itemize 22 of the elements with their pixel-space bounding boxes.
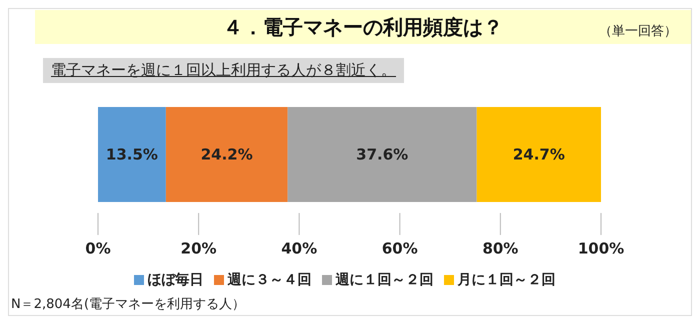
chart-subtitle: 電子マネーを週に１回以上利用する人が８割近く。 — [43, 58, 404, 83]
bar — [288, 107, 477, 202]
data-label: 24.2% — [200, 146, 253, 164]
x-tick-label: 80% — [482, 240, 518, 258]
x-tick-label: 40% — [281, 240, 318, 258]
x-tick-label: 100% — [578, 240, 624, 258]
legend-label: ほぼ毎日 — [148, 272, 204, 288]
bar — [98, 107, 166, 202]
bar — [166, 107, 288, 202]
chart-title: ４．電子マネーの利用頻度は？ — [223, 15, 503, 39]
legend-label: 週に３～４回 — [228, 272, 312, 288]
legend-label: 月に１回～２回 — [458, 272, 556, 288]
bar — [476, 107, 601, 202]
text: （単一回答） — [599, 23, 677, 40]
text: N＝2,804名(電子マネーを利用する人） — [11, 296, 246, 313]
data-label: 37.6% — [356, 146, 408, 164]
data-label: 13.5% — [106, 146, 158, 164]
legend-label: 週に１回～２回 — [336, 272, 434, 288]
data-label: 24.7% — [512, 146, 565, 164]
x-tick-label: 60% — [382, 240, 418, 258]
x-tick-label: 0% — [85, 240, 111, 258]
x-tick-label: 20% — [180, 240, 217, 258]
